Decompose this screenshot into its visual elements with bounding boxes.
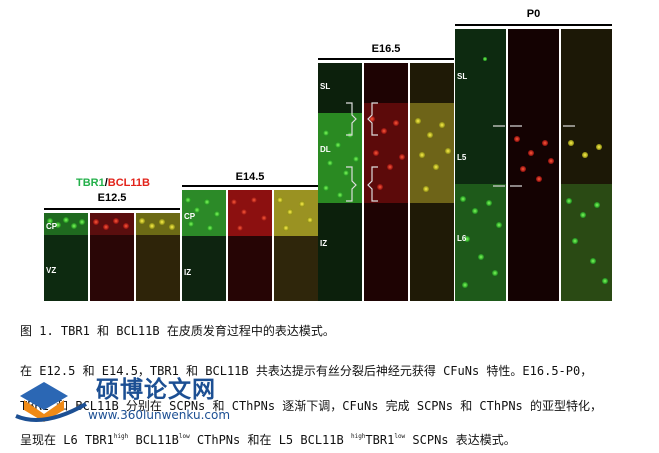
stage-label-e12-5: E12.5 <box>97 192 127 204</box>
watermark-title: 硕博论文网 <box>96 377 216 403</box>
zone-label-p0-sl: SL <box>457 72 468 81</box>
panel-group-e12-5 <box>44 213 180 301</box>
stage-bar-e16-5 <box>318 58 454 60</box>
figure: TBR1/BCL11B E12.5 E14.5 E16.5 P0 CP VZ <box>44 8 612 301</box>
superscript-low: low <box>178 433 190 440</box>
figure-legend: TBR1/BCL11B <box>76 177 150 189</box>
stage-label-p0: P0 <box>526 8 541 20</box>
panel-p0-red <box>508 29 559 301</box>
zone-label-e16-5-sl: SL <box>320 82 331 91</box>
zone-label-e12-5-cp: CP <box>46 222 58 231</box>
stage-label-e14-5: E14.5 <box>235 171 265 183</box>
zone-label-e16-5-dl: DL <box>320 145 331 154</box>
watermark-url: www.360lunwenku.com <box>88 408 231 422</box>
watermark-logo-icon <box>15 382 87 422</box>
stage-label-e16-5: E16.5 <box>371 43 401 55</box>
text-segment: 呈现在 L6 TBR1 <box>20 433 114 447</box>
stage-bar-e14-5 <box>182 185 318 187</box>
panel-group-e16-5 <box>318 63 454 301</box>
watermark: 硕博论文网 www.360lunwenku.com <box>14 366 264 432</box>
superscript-high: high <box>350 433 366 440</box>
figure-caption: 图 1. TBR1 和 BCL11B 在皮质发育过程中的表达模式。 <box>20 324 335 338</box>
legend-red-label: BCL11B <box>107 177 150 189</box>
text-segment: TBR1 <box>365 433 395 447</box>
superscript-low: low <box>394 433 406 440</box>
zone-label-e16-5-iz: IZ <box>320 239 328 248</box>
paragraph-line-2: TBR1 和 BCL11B 分别在 SCPNs 和 CThPNs 逐渐下调，CF… <box>20 399 603 413</box>
panel-group-p0 <box>455 29 612 301</box>
zone-label-p0-l5: L5 <box>457 153 467 162</box>
text-segment: CThPNs 和在 L5 BCL11B <box>189 433 351 447</box>
legend-green-label: TBR1 <box>76 177 105 189</box>
stage-bar-p0 <box>455 24 612 26</box>
zone-label-p0-l6: L6 <box>457 234 467 243</box>
zone-label-e12-5-vz: VZ <box>46 266 57 275</box>
text-segment: BCL11B <box>128 433 179 447</box>
zone-label-e14-5-cp: CP <box>184 212 196 221</box>
stage-bar-e12-5 <box>44 208 180 210</box>
legend-separator: / <box>104 177 108 189</box>
paragraph-line-3: 呈现在 L6 TBR1high BCL11Blow CThPNs 和在 L5 B… <box>20 431 516 448</box>
zone-label-e14-5-iz: IZ <box>184 268 192 277</box>
panel-group-e14-5 <box>182 190 318 301</box>
paragraph-line-1: 在 E12.5 和 E14.5，TBR1 和 BCL11B 共表达提示有丝分裂后… <box>20 364 593 378</box>
superscript-high: high <box>113 433 129 440</box>
text-segment: SCPNs 表达模式。 <box>405 433 516 447</box>
